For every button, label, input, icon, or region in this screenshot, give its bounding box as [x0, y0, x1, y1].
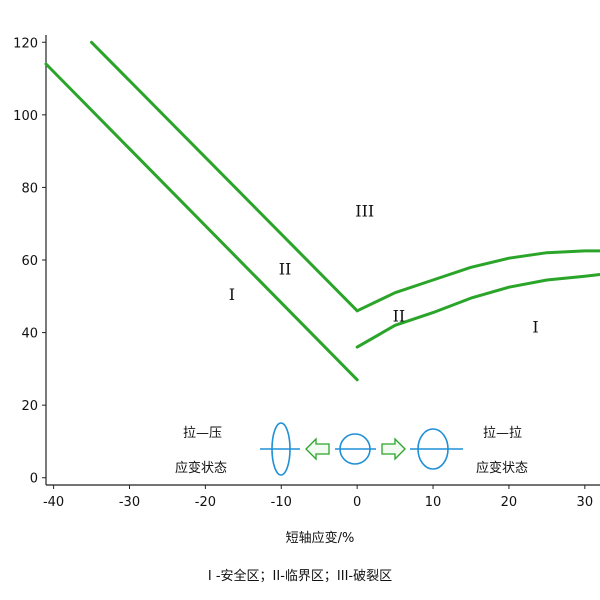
zone-label-4: II — [393, 307, 406, 326]
x-tick-label: -20 — [195, 495, 216, 510]
x-tick-label: -40 — [43, 495, 64, 510]
zone-label-1: I — [229, 285, 235, 304]
x-tick-label: 20 — [501, 495, 518, 510]
y-tick-label: 60 — [21, 254, 38, 269]
zone-label-3: III — [355, 201, 374, 220]
zone-label-5: I — [532, 318, 538, 337]
x-tick-label: 30 — [577, 495, 594, 510]
y-tick-label: 0 — [30, 472, 38, 487]
right-arrow-icon — [381, 437, 406, 461]
series-line-2 — [90, 40, 359, 313]
left-arrow-icon — [305, 437, 330, 461]
inset-left-label-line2: 应变状态 — [175, 460, 227, 476]
inset-right-ellipse-icon — [417, 428, 449, 470]
x-ticks: -40 -30 -20 -10 0 10 20 30 — [43, 485, 593, 510]
x-tick-label: -10 — [271, 495, 292, 510]
inset-right-label-line1: 拉—拉 — [483, 426, 522, 441]
x-tick-label: 10 — [425, 495, 442, 510]
y-tick-label: 40 — [21, 327, 38, 342]
inset-right-label-line2: 应变状态 — [476, 460, 528, 476]
inset-left-ellipse-icon — [271, 422, 291, 476]
series-layer — [44, 40, 600, 382]
series-line-3 — [355, 273, 600, 349]
x-tick-label: 0 — [353, 495, 361, 510]
y-tick-label: 80 — [21, 181, 38, 196]
y-tick-label: 120 — [13, 36, 38, 51]
y-tick-label: 20 — [21, 399, 38, 414]
figure-caption: I -安全区；II-临界区；III-破裂区 — [208, 568, 392, 584]
series-line-4 — [355, 249, 600, 313]
inset-middle-circle-icon — [339, 433, 371, 465]
zone-label-2: II — [279, 260, 292, 279]
inset-left-label-line1: 拉—压 — [183, 426, 222, 441]
series-line-1 — [44, 62, 359, 382]
y-tick-label: 100 — [13, 109, 38, 124]
x-tick-label: -30 — [119, 495, 140, 510]
strain-state-inset: 拉—压 应变状态 拉—拉 应变状态 — [175, 422, 528, 476]
x-axis-label: 短轴应变/% — [286, 530, 355, 546]
y-ticks: 0 20 40 60 80 100 120 — [13, 36, 46, 487]
